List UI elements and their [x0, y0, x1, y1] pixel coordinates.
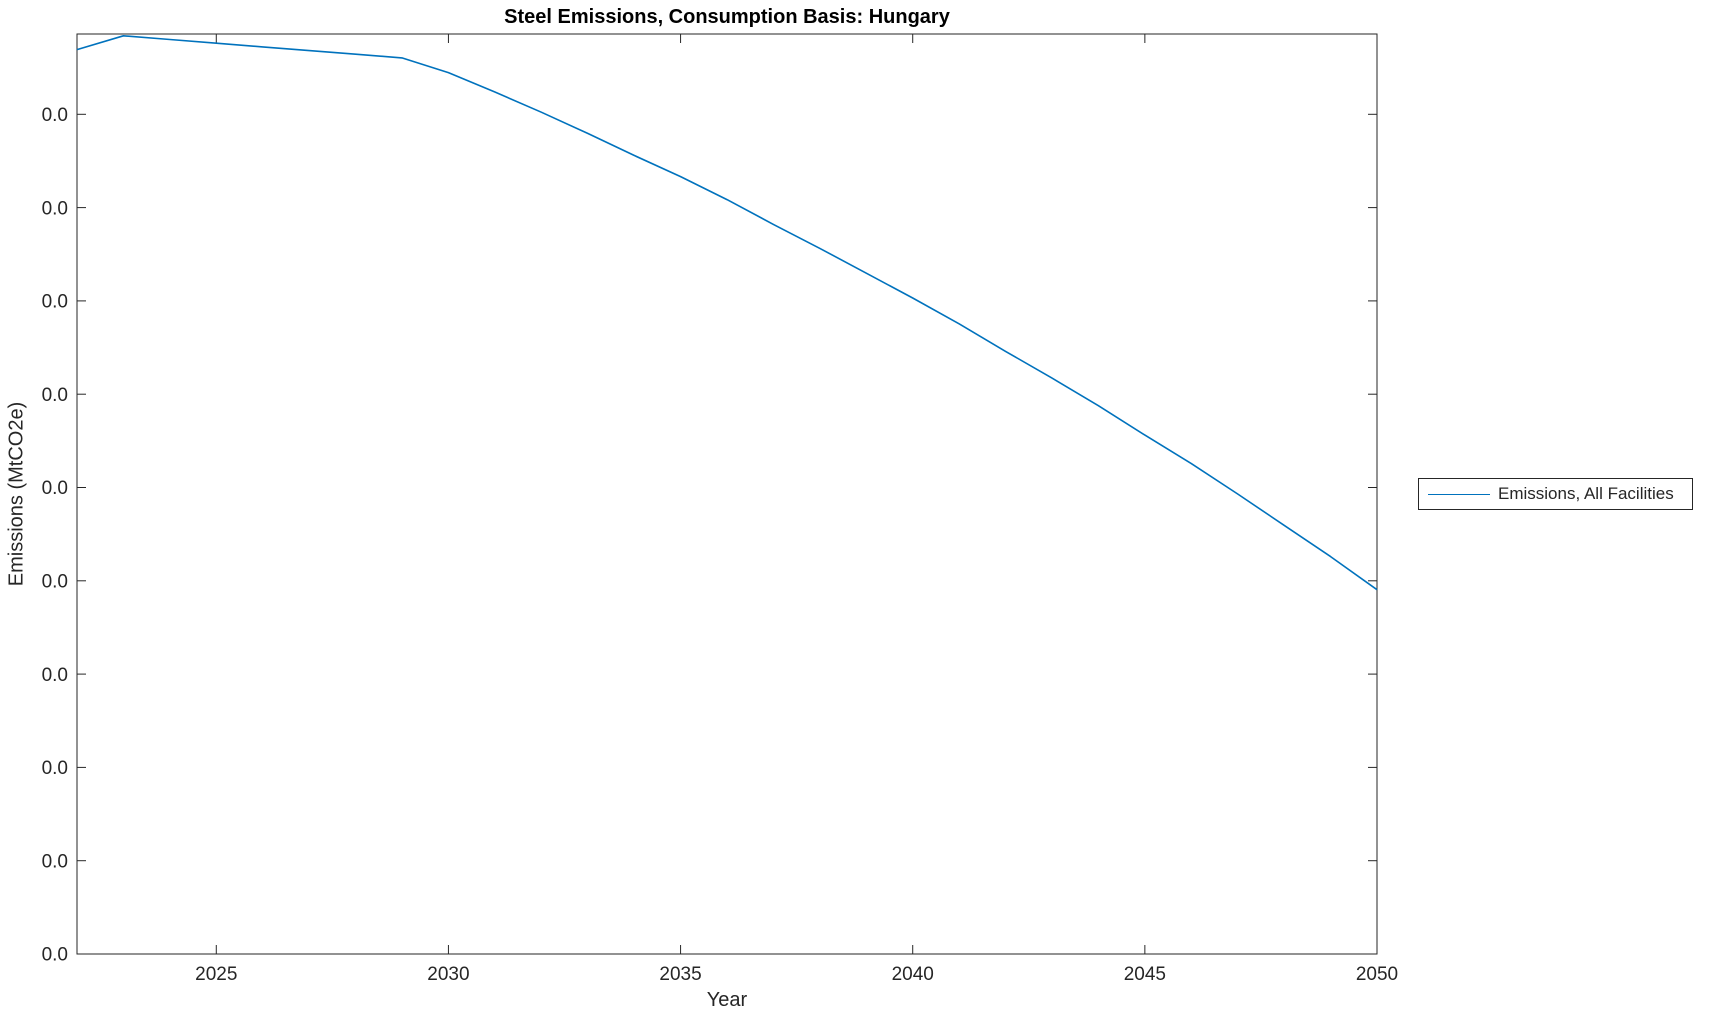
- y-tick-label: 0.0: [42, 385, 68, 406]
- legend-entry-label: Emissions, All Facilities: [1498, 484, 1674, 503]
- y-tick-label: 0.0: [42, 105, 68, 126]
- y-tick-label: 0.0: [42, 478, 68, 499]
- axes-box: [76, 33, 1378, 955]
- y-tick-label: 0.0: [42, 665, 68, 686]
- legend-line-sample: [1428, 493, 1490, 495]
- y-tick-label: 0.0: [42, 758, 68, 779]
- y-tick-label: 0.0: [42, 571, 68, 592]
- series-line-emissions-all-facilities: [76, 34, 1378, 591]
- x-tick-label: 2030: [427, 964, 469, 985]
- y-tick-label: 0.0: [42, 851, 68, 872]
- y-tick-label: 0.0: [42, 292, 68, 313]
- legend: Emissions, All Facilities: [1418, 478, 1693, 510]
- y-tick-label: 0.0: [42, 198, 68, 219]
- chart-title: Steel Emissions, Consumption Basis: Hung…: [504, 6, 950, 28]
- x-axis-label: Year: [706, 989, 748, 1011]
- x-tick-label: 2050: [1356, 964, 1398, 985]
- x-tick-label: 2035: [659, 964, 701, 985]
- x-tick-label: 2025: [195, 964, 237, 985]
- y-tick-label: 0.0: [42, 945, 68, 966]
- x-tick-label: 2045: [1124, 964, 1166, 985]
- y-axis-label: Emissions (MtCO2e): [5, 401, 28, 587]
- x-tick-label: 2040: [892, 964, 934, 985]
